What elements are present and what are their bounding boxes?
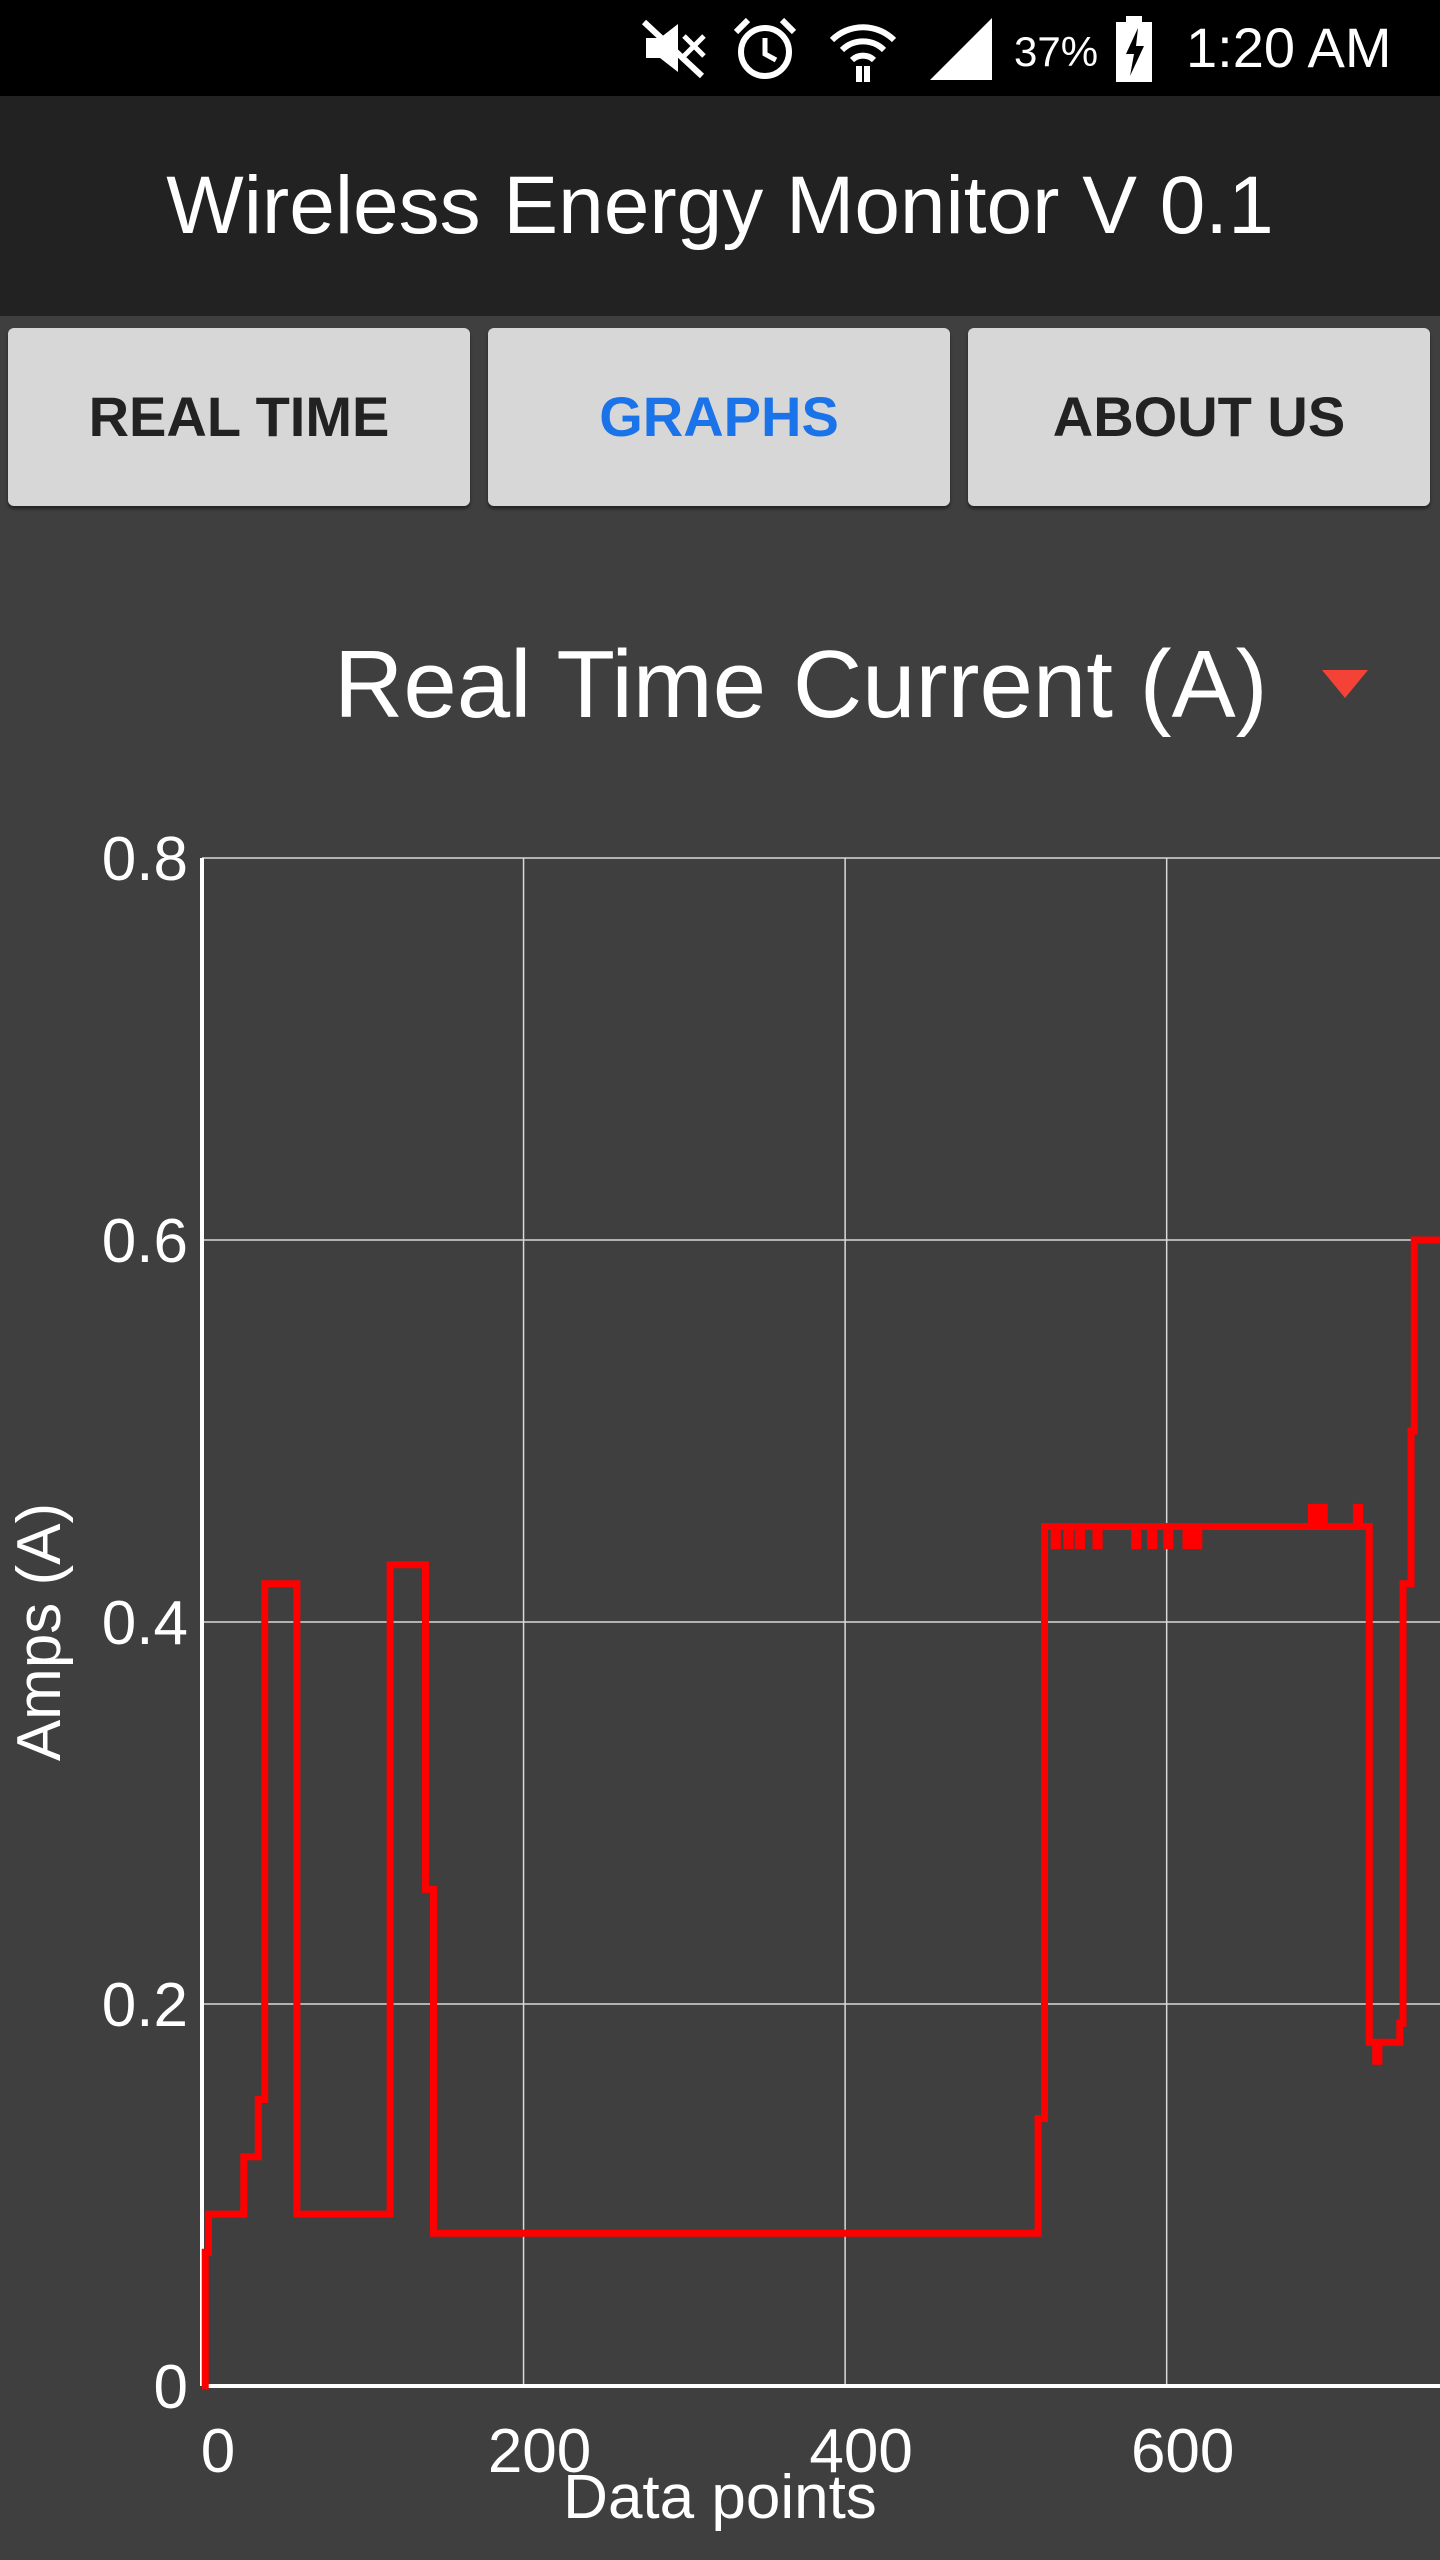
y-tick-label: 0	[154, 2353, 188, 2422]
tab-row: REAL TIME GRAPHS ABOUT US	[0, 316, 1440, 546]
wifi-icon	[828, 14, 898, 89]
alarm-icon	[730, 14, 800, 89]
y-tick-label: 0.8	[102, 825, 188, 894]
chart: 0 0.2 0.4 0.6 0.8 0 200 400 600 Data points Amps (…	[0, 800, 1440, 2560]
tab-real-time[interactable]: REAL TIME	[8, 328, 470, 506]
app-bar: Wireless Energy Monitor V 0.1	[0, 96, 1440, 316]
y-axis-label: Amps (A)	[5, 1503, 74, 1761]
y-tick-label: 0.4	[102, 1589, 188, 1658]
battery-charging-icon	[1112, 14, 1156, 89]
clock: 1:20 AM	[1186, 16, 1392, 79]
mute-icon	[638, 14, 708, 89]
tab-about-us[interactable]: ABOUT US	[968, 328, 1430, 506]
spinner-selected: Real Time Current (A)	[334, 631, 1268, 738]
x-tick-label: 400	[809, 2417, 912, 2486]
current-chart: 0 0.2 0.4 0.6 0.8 0 200 400 600 Data points Amps (…	[5, 825, 1440, 2532]
x-tick-label: 0	[201, 2417, 235, 2486]
dropdown-arrow-icon[interactable]	[1322, 670, 1368, 703]
tab-graphs[interactable]: GRAPHS	[488, 328, 950, 506]
battery-percent: 37%	[1014, 28, 1099, 75]
x-tick-label: 600	[1131, 2417, 1234, 2486]
signal-icon	[926, 14, 996, 89]
x-axis-label: Data points	[563, 2463, 877, 2532]
status-bar: 37% 1:20 AM	[0, 0, 1440, 96]
graph-type-spinner[interactable]: Real Time Current (A)	[0, 610, 1440, 760]
y-tick-label: 0.2	[102, 1971, 188, 2040]
series-line	[201, 1236, 1440, 2390]
y-tick-label: 0.6	[102, 1207, 188, 1276]
x-tick-label: 200	[488, 2417, 591, 2486]
app-title: Wireless Energy Monitor V 0.1	[166, 160, 1274, 251]
